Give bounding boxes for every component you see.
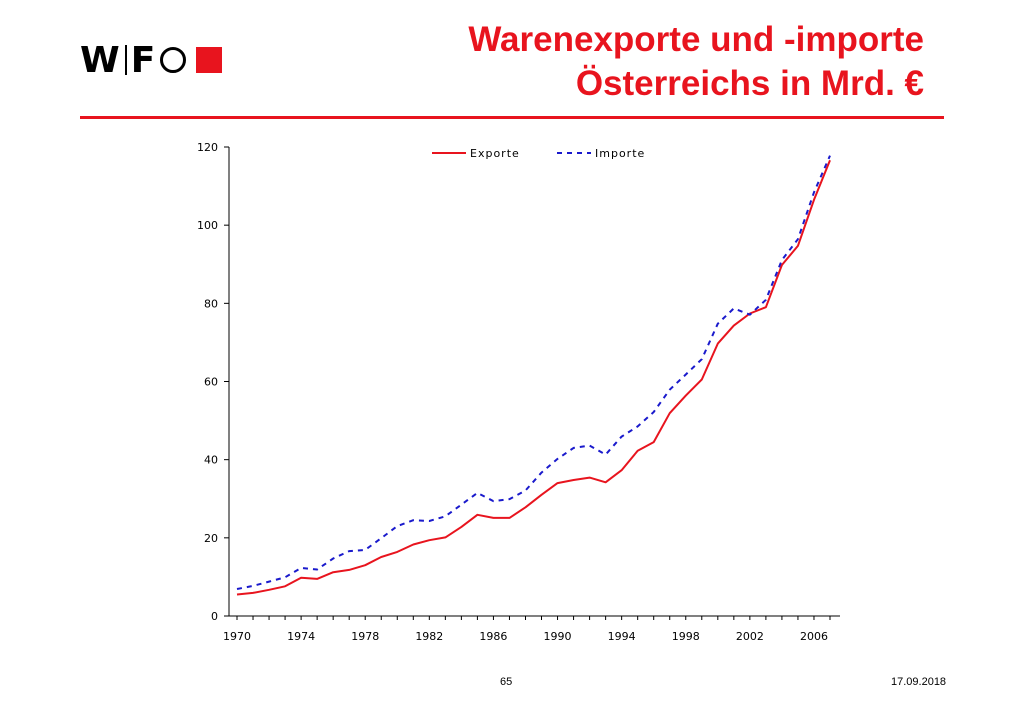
slide-title-line2: Österreichs in Mrd. € — [575, 64, 924, 103]
y-tick-label: 40 — [204, 454, 218, 467]
x-tick-label: 1994 — [608, 630, 636, 643]
series-line-exporte — [236, 159, 831, 596]
y-tick-label: 100 — [197, 219, 218, 232]
x-tick-label: 1978 — [351, 630, 379, 643]
x-tick-label: 1998 — [672, 630, 700, 643]
logo-ring-icon — [160, 47, 187, 73]
x-tick-label: 1990 — [544, 630, 572, 643]
logo-letter-f: F — [130, 39, 157, 81]
logo-square-icon — [196, 47, 223, 73]
y-tick-label: 0 — [211, 610, 218, 623]
series-line-importe — [236, 155, 831, 590]
logo-letter-w: W — [80, 39, 121, 81]
y-tick-label: 20 — [204, 532, 218, 545]
slide-title-line1: Warenexporte und -importe — [468, 20, 924, 59]
y-tick-label: 60 — [204, 376, 218, 389]
footer-date: 17.09.2018 — [891, 676, 947, 688]
x-tick-label: 1970 — [223, 630, 251, 643]
x-tick-label: 2002 — [736, 630, 764, 643]
y-tick-label: 120 — [197, 141, 218, 154]
legend-label-exporte: Exporte — [470, 147, 520, 160]
legend-label-importe: Importe — [595, 147, 645, 160]
x-tick-label: 1974 — [287, 630, 315, 643]
x-tick-label: 1982 — [415, 630, 443, 643]
slide-title: Warenexporte und -importe Österreichs in… — [324, 18, 924, 106]
y-tick-label: 80 — [204, 297, 218, 310]
x-tick-label: 2006 — [800, 630, 828, 643]
logo-separator — [124, 45, 127, 75]
page-number: 65 — [500, 676, 513, 688]
header-rule — [80, 116, 944, 119]
x-tick-label: 1986 — [479, 630, 507, 643]
